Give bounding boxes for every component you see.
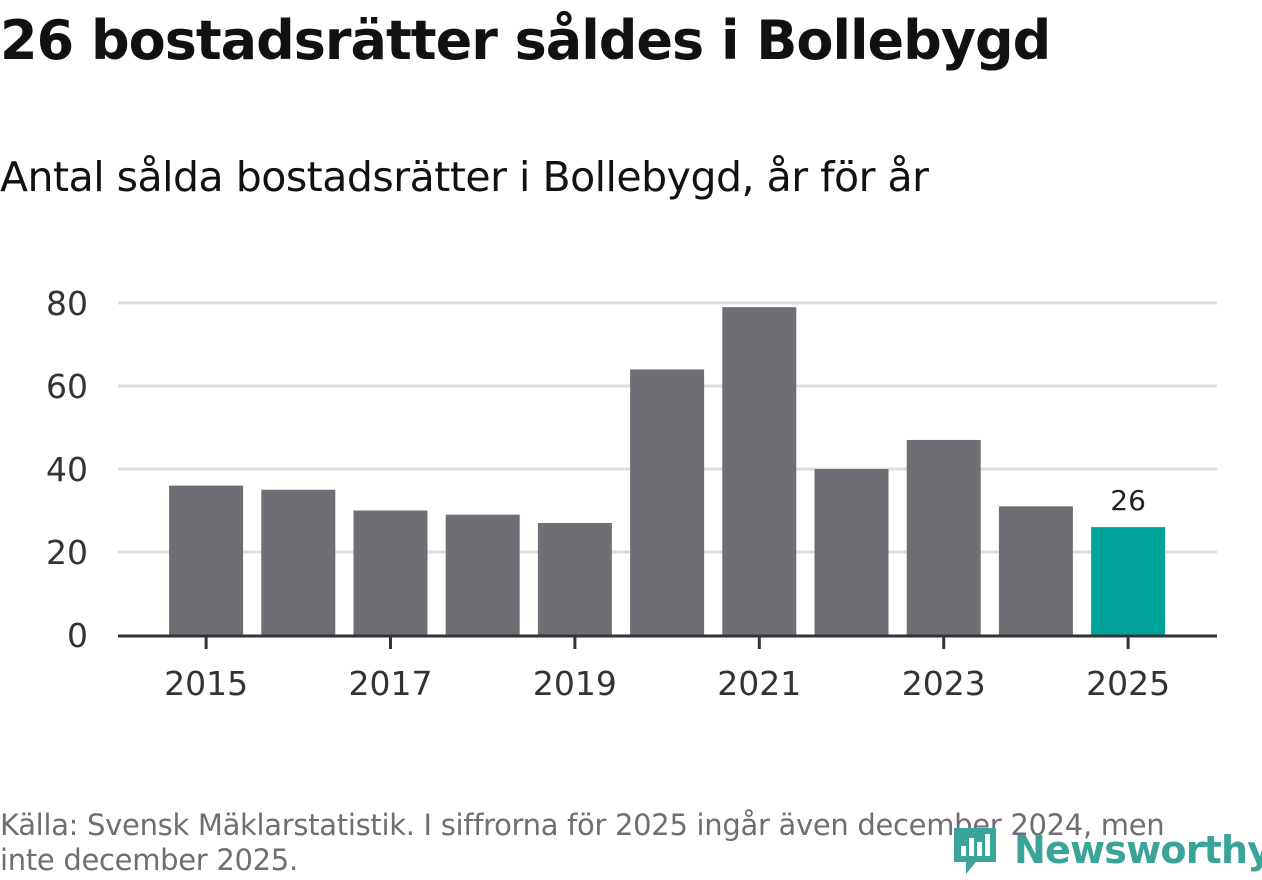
bar-2024	[998, 506, 1073, 635]
y-axis-tick-labels: 0 20 40 60 80	[46, 284, 88, 655]
bar-2023	[906, 439, 981, 635]
y-tick-label: 40	[46, 450, 88, 489]
bar-2022	[814, 469, 889, 635]
bar-2025	[1091, 527, 1166, 635]
data-labels: 26	[1110, 484, 1146, 517]
newsworthy-logo: Newsworthy	[950, 820, 1262, 880]
x-tick-label: 2015	[164, 664, 248, 703]
bar-2016	[261, 489, 336, 635]
x-tick-label: 2021	[717, 664, 801, 703]
x-tick-label: 2019	[533, 664, 617, 703]
chart-subtitle: Antal sålda bostadsrätter i Bollebygd, å…	[0, 153, 929, 201]
y-tick-label: 0	[67, 616, 88, 655]
bar-2021	[722, 307, 797, 635]
chart-title: 26 bostadsrätter såldes i Bollebygd	[0, 9, 1051, 72]
bar-2015	[169, 485, 244, 635]
source-note: Källa: Svensk Mäklarstatistik. I siffror…	[0, 808, 1165, 877]
bar-2018	[445, 514, 520, 635]
brand-name: Newsworthy	[1014, 828, 1262, 872]
x-axis-tick-labels: 2015 2017 2019 2021 2023 2025	[164, 636, 1170, 703]
bar-2019	[537, 522, 612, 635]
newsworthy-chat-chart-icon	[954, 828, 996, 874]
x-tick-label: 2017	[349, 664, 433, 703]
y-tick-label: 60	[46, 367, 88, 406]
bars	[169, 307, 1166, 635]
data-label-2025: 26	[1110, 484, 1146, 517]
y-tick-label: 80	[46, 284, 88, 323]
bar-2020	[630, 369, 705, 635]
y-tick-label: 20	[46, 533, 88, 572]
x-tick-label: 2023	[902, 664, 986, 703]
x-tick-label: 2025	[1086, 664, 1170, 703]
bar-2017	[353, 510, 428, 635]
